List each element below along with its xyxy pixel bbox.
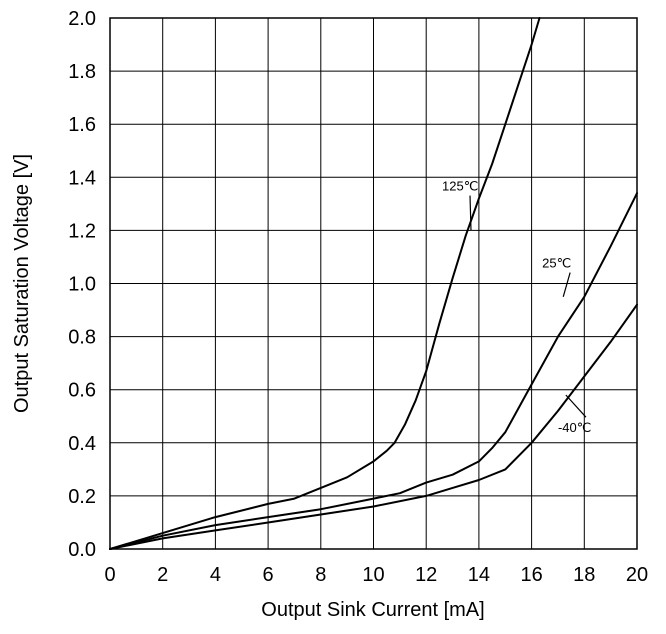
x-tick-label: 2 bbox=[157, 564, 168, 586]
x-tick-label: 16 bbox=[520, 564, 542, 586]
y-tick-label: 1.8 bbox=[68, 61, 96, 83]
y-tick-label: 2.0 bbox=[68, 8, 96, 30]
series-annotation-label: -40℃ bbox=[558, 420, 591, 435]
x-tick-label: 4 bbox=[210, 564, 221, 586]
y-tick-label: 0.0 bbox=[68, 539, 96, 561]
y-axis-title: Output Saturation Voltage [V] bbox=[11, 154, 33, 413]
y-tick-label: 1.2 bbox=[68, 220, 96, 242]
x-tick-label: 18 bbox=[573, 564, 595, 586]
series-layer bbox=[109, 17, 638, 550]
x-axis-title: Output Sink Current [mA] bbox=[261, 599, 484, 621]
series-line bbox=[109, 303, 638, 550]
y-tick-label: 0.2 bbox=[68, 486, 96, 508]
y-tick-label: 1.4 bbox=[68, 167, 96, 189]
y-tick-label: 0.8 bbox=[68, 327, 96, 349]
y-tick-label: 1.0 bbox=[68, 274, 96, 296]
annotation-leader-line bbox=[469, 195, 472, 231]
series-annotation-label: 125℃ bbox=[442, 179, 478, 194]
x-tick-label: 20 bbox=[626, 564, 648, 586]
x-tick-label: 14 bbox=[468, 564, 490, 586]
x-tick-label: 12 bbox=[415, 564, 437, 586]
x-tick-label: 0 bbox=[104, 564, 115, 586]
x-tick-label: 10 bbox=[362, 564, 384, 586]
y-tick-label: 1.6 bbox=[68, 114, 96, 136]
series-line bbox=[109, 17, 541, 550]
y-tick-label: 0.4 bbox=[68, 433, 96, 455]
y-tick-labels: 0.0 0.2 0.4 0.6 0.8 1.0 1.2 1.4 1.6 1.8 2.0 bbox=[68, 8, 96, 561]
x-tick-labels: 0 2 4 6 8 10 12 14 16 18 20 bbox=[104, 564, 648, 586]
annotation-leader-line bbox=[562, 272, 571, 297]
annotation-leader-line bbox=[565, 394, 587, 418]
series-annotation-label: 25℃ bbox=[542, 256, 571, 271]
annotation-layer: 125℃ 25℃ -40℃ bbox=[442, 179, 591, 436]
y-tick-label: 0.6 bbox=[68, 380, 96, 402]
x-tick-label: 6 bbox=[263, 564, 274, 586]
series-line bbox=[109, 192, 638, 550]
plot-frame bbox=[109, 17, 638, 550]
x-tick-label: 8 bbox=[315, 564, 326, 586]
